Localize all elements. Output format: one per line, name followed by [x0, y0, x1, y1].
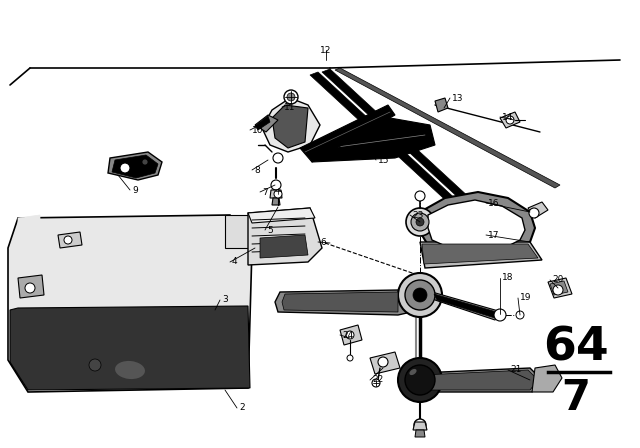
Circle shape [346, 331, 354, 339]
Circle shape [405, 280, 435, 310]
Text: 7: 7 [561, 377, 591, 419]
Text: 18: 18 [502, 273, 513, 283]
Polygon shape [262, 98, 320, 152]
Circle shape [89, 359, 101, 371]
Text: 2: 2 [239, 404, 244, 413]
Circle shape [413, 288, 427, 302]
Ellipse shape [115, 361, 145, 379]
Polygon shape [272, 105, 308, 148]
Text: 9: 9 [132, 185, 138, 194]
Circle shape [25, 283, 35, 293]
Text: 13: 13 [452, 94, 463, 103]
Polygon shape [270, 190, 282, 198]
Polygon shape [420, 192, 535, 258]
Circle shape [414, 419, 426, 431]
Polygon shape [112, 155, 158, 178]
Polygon shape [422, 370, 538, 390]
Polygon shape [8, 215, 252, 392]
Text: 16: 16 [488, 198, 499, 207]
Polygon shape [340, 325, 362, 345]
Polygon shape [10, 306, 250, 390]
Text: 14: 14 [502, 112, 513, 121]
Text: 3: 3 [222, 296, 228, 305]
Polygon shape [370, 352, 400, 374]
Circle shape [271, 180, 281, 190]
Circle shape [284, 90, 298, 104]
Polygon shape [528, 202, 548, 218]
Polygon shape [422, 244, 538, 264]
Text: 17: 17 [488, 231, 499, 240]
Polygon shape [255, 116, 270, 130]
Polygon shape [500, 112, 520, 128]
Text: 11: 11 [284, 103, 296, 112]
Polygon shape [310, 118, 435, 162]
Polygon shape [435, 98, 448, 112]
Polygon shape [275, 285, 420, 315]
Circle shape [287, 93, 295, 101]
Circle shape [142, 159, 148, 165]
Text: 5: 5 [267, 225, 273, 234]
Polygon shape [310, 72, 500, 244]
Polygon shape [300, 105, 395, 162]
Circle shape [378, 357, 388, 367]
Text: 4: 4 [232, 258, 237, 267]
Polygon shape [255, 115, 278, 132]
Text: 19: 19 [520, 293, 531, 302]
Text: 6: 6 [320, 237, 326, 246]
Polygon shape [532, 365, 562, 392]
Text: 21: 21 [510, 366, 522, 375]
Circle shape [273, 153, 283, 163]
Polygon shape [260, 235, 308, 258]
Polygon shape [248, 208, 322, 265]
Text: 20: 20 [552, 276, 563, 284]
Circle shape [516, 311, 524, 319]
Text: 12: 12 [320, 46, 332, 55]
Circle shape [398, 273, 442, 317]
Circle shape [405, 365, 435, 395]
Polygon shape [18, 275, 44, 298]
Text: 15: 15 [378, 155, 390, 164]
Text: 22: 22 [372, 375, 383, 384]
Circle shape [398, 358, 442, 402]
Polygon shape [413, 422, 427, 430]
Polygon shape [548, 278, 572, 298]
Text: 8: 8 [254, 165, 260, 175]
Circle shape [415, 191, 425, 201]
Polygon shape [248, 208, 315, 223]
Polygon shape [225, 215, 252, 248]
Polygon shape [322, 69, 510, 238]
Polygon shape [272, 198, 280, 205]
Circle shape [416, 218, 424, 226]
Circle shape [494, 309, 506, 321]
Text: 10: 10 [252, 125, 264, 134]
Polygon shape [428, 200, 525, 252]
Polygon shape [420, 242, 542, 268]
Circle shape [120, 163, 130, 173]
Polygon shape [18, 215, 40, 225]
Text: 7: 7 [262, 188, 268, 197]
Polygon shape [58, 232, 82, 248]
Polygon shape [434, 294, 500, 318]
Polygon shape [550, 281, 568, 295]
Ellipse shape [410, 369, 417, 375]
Circle shape [406, 208, 434, 236]
Polygon shape [432, 292, 502, 320]
Polygon shape [335, 68, 560, 188]
Circle shape [347, 355, 353, 361]
Circle shape [274, 190, 282, 198]
Circle shape [529, 208, 539, 218]
Polygon shape [420, 368, 542, 392]
Circle shape [372, 379, 380, 387]
Polygon shape [108, 152, 162, 180]
Text: 23: 23 [412, 211, 424, 220]
Polygon shape [282, 292, 398, 312]
Circle shape [64, 236, 72, 244]
Circle shape [506, 116, 514, 124]
Circle shape [553, 285, 563, 295]
Polygon shape [415, 430, 425, 437]
Text: 24: 24 [342, 331, 353, 340]
Text: 64: 64 [543, 326, 609, 370]
Circle shape [411, 213, 429, 231]
